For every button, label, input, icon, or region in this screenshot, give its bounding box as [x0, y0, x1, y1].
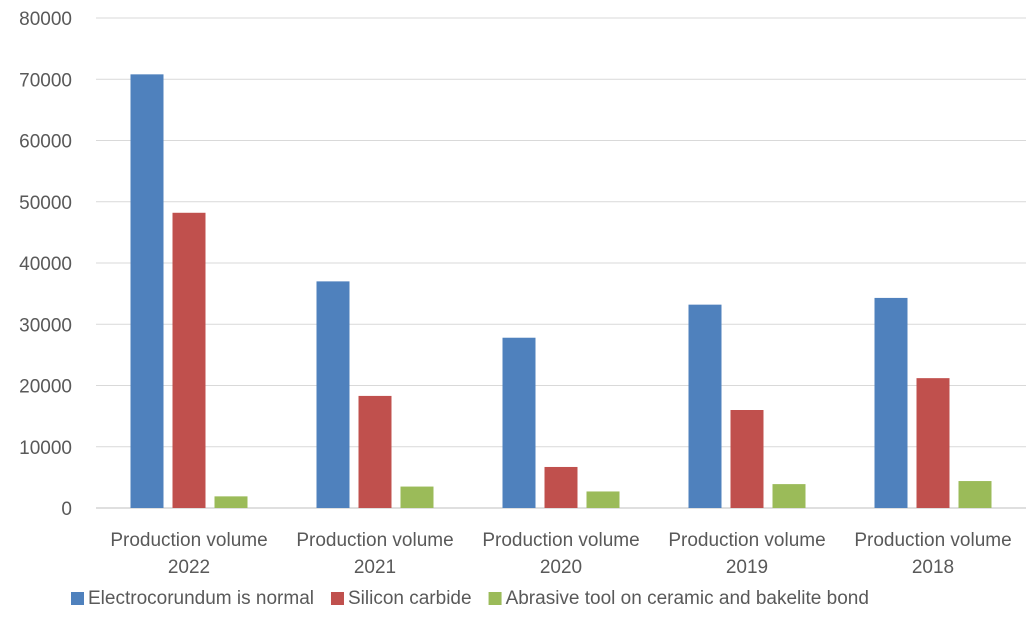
x-tick-label: Production volume: [482, 530, 639, 551]
y-tick-label: 80000: [19, 9, 72, 30]
bar-silicon-carbide-2019: [730, 410, 764, 508]
x-tick-label: Production volume: [110, 530, 267, 551]
x-tick-label: 2020: [540, 557, 582, 578]
y-tick-label: 70000: [19, 70, 72, 91]
y-tick-label: 40000: [19, 254, 72, 275]
bar-silicon-carbide-2018: [916, 378, 950, 508]
x-tick-label: Production volume: [296, 530, 453, 551]
legend-label: Electrocorundum is normal: [88, 588, 314, 609]
y-tick-label: 50000: [19, 193, 72, 214]
x-tick-label: 2022: [168, 557, 210, 578]
legend-swatch: [330, 592, 344, 605]
y-tick-label: 20000: [19, 377, 72, 398]
bar-abrasive-tool-2021: [400, 486, 434, 508]
x-tick-label: 2021: [354, 557, 396, 578]
bar-electrocorundum-2018: [874, 297, 908, 508]
bar-electrocorundum-2020: [502, 337, 536, 508]
x-tick-label: Production volume: [668, 530, 825, 551]
bar-silicon-carbide-2022: [172, 212, 206, 508]
bar-electrocorundum-2019: [688, 304, 722, 508]
x-tick-label: 2019: [726, 557, 768, 578]
bar-abrasive-tool-2018: [958, 481, 992, 508]
gridlines: [96, 17, 1026, 509]
bar-abrasive-tool-2020: [586, 491, 620, 508]
legend-swatch: [71, 592, 84, 605]
legend-label: Silicon carbide: [348, 588, 472, 609]
x-axis: Production volume 2022 Production volume 20…: [110, 530, 1011, 578]
bar-electrocorundum-2022: [130, 74, 164, 508]
y-axis: 0 10000 20000 30000 40000 50000 60000 70000 8000…: [19, 9, 72, 520]
bar-electrocorundum-2021: [316, 281, 350, 508]
y-tick-label: 0: [61, 499, 72, 520]
y-tick-label: 60000: [19, 132, 72, 153]
legend-label: Abrasive tool on ceramic and bakelite bo…: [506, 588, 869, 609]
bar-silicon-carbide-2021: [358, 395, 392, 508]
bar-silicon-carbide-2020: [544, 466, 578, 508]
bar-abrasive-tool-2022: [214, 496, 248, 508]
bars: [130, 74, 992, 508]
legend-swatch: [488, 592, 502, 605]
bar-abrasive-tool-2019: [772, 484, 806, 508]
legend: Electrocorundum is normal Silicon carbide…: [71, 588, 869, 609]
y-tick-label: 10000: [19, 438, 72, 459]
x-tick-label: Production volume: [854, 530, 1011, 551]
y-tick-label: 30000: [19, 315, 72, 336]
x-tick-label: 2018: [912, 557, 954, 578]
